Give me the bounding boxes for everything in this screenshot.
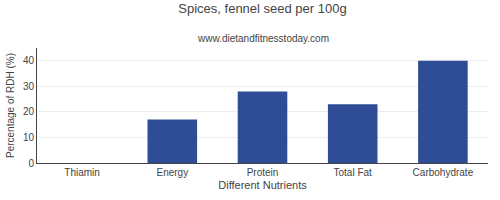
svg-text:40: 40 (23, 55, 35, 66)
svg-text:Carbohydrate: Carbohydrate (413, 167, 474, 178)
svg-text:Percentage of RDH (%): Percentage of RDH (%) (5, 53, 16, 158)
svg-text:Total Fat: Total Fat (334, 167, 373, 178)
svg-text:Energy: Energy (156, 167, 188, 178)
svg-text:20: 20 (23, 106, 35, 117)
svg-text:30: 30 (23, 81, 35, 92)
svg-text:0: 0 (28, 158, 34, 169)
svg-text:Spices, fennel seed per 100g: Spices, fennel seed per 100g (178, 1, 346, 16)
svg-text:10: 10 (23, 132, 35, 143)
svg-text:www.dietandfitnesstoday.com: www.dietandfitnesstoday.com (197, 33, 329, 44)
svg-text:Different Nutrients: Different Nutrients (218, 179, 307, 191)
svg-text:Thiamin: Thiamin (64, 167, 100, 178)
svg-text:Protein: Protein (247, 167, 279, 178)
